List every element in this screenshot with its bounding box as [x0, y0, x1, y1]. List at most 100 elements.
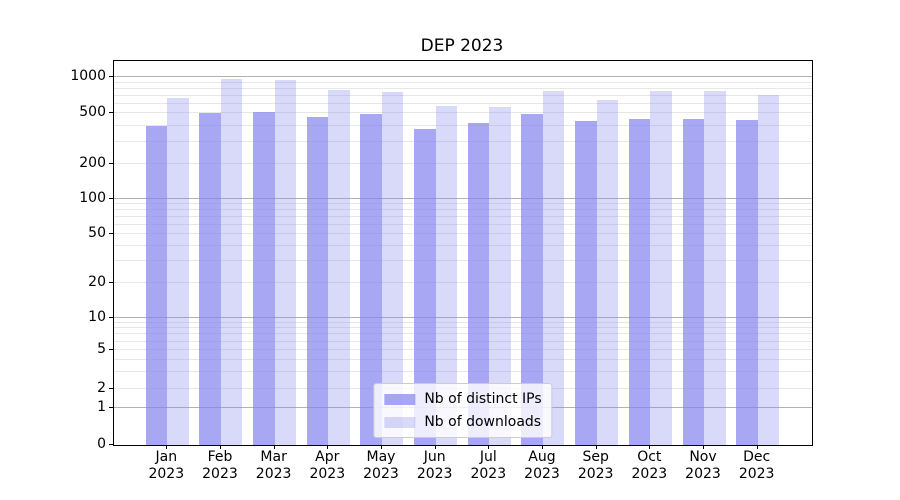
y-tick-mark: [109, 349, 113, 351]
y-tick-label: 2: [97, 379, 106, 396]
x-tick-label-dec: Dec 2023: [738, 449, 775, 482]
x-tick-label-jul: Jul 2023: [470, 449, 507, 482]
y-tick-mark: [109, 387, 113, 389]
y-tick-mark: [109, 406, 113, 408]
y-tick-label: 200: [79, 155, 106, 172]
legend-label-distinct-ips: Nb of distinct IPs: [424, 391, 542, 407]
legend-item-downloads: Nb of downloads: [384, 414, 541, 430]
minor-gridline: [114, 163, 812, 165]
x-tick-mark: [703, 445, 704, 449]
x-tick-mark: [380, 445, 382, 449]
y-tick-mark: [109, 316, 113, 318]
major-gridline: [114, 197, 812, 199]
bar-downloads-4: [328, 90, 350, 445]
bar-downloads-3: [274, 80, 297, 445]
legend-swatch-distinct-ips: [384, 393, 416, 405]
minor-gridline: [114, 260, 812, 262]
bar-distinct-ips-9: [575, 121, 597, 445]
x-tick-label-mar: Mar 2023: [255, 449, 292, 482]
minor-gridline: [114, 203, 812, 205]
minor-gridline: [114, 223, 812, 225]
plot-area: Nb of distinct IPs Nb of downloads: [113, 60, 813, 446]
bar-distinct-ips-8: [521, 113, 543, 445]
bar-distinct-ips-11: [682, 119, 704, 445]
bar-distinct-ips-4: [306, 117, 329, 445]
bar-downloads-5: [381, 91, 404, 445]
x-tick-label-oct: Oct 2023: [631, 449, 668, 482]
minor-gridline: [114, 370, 812, 372]
x-tick-mark: [434, 445, 436, 449]
x-tick-mark: [595, 445, 597, 449]
bar-downloads-12: [757, 94, 780, 445]
y-tick-label: 0: [97, 436, 106, 452]
x-tick-label-sep: Sep 2023: [577, 449, 614, 482]
y-tick-label: 20: [88, 273, 106, 290]
minor-gridline: [114, 333, 812, 335]
x-tick-label-nov: Nov 2023: [685, 449, 721, 482]
x-tick-mark: [219, 445, 221, 449]
bar-distinct-ips-5: [360, 113, 382, 445]
bar-downloads-9: [596, 99, 619, 445]
chart-title: DEP 2023: [420, 36, 504, 56]
y-tick-mark: [109, 233, 113, 235]
minor-gridline: [114, 81, 812, 83]
x-tick-label-may: May 2023: [363, 449, 399, 482]
legend-swatch-downloads: [384, 416, 416, 428]
minor-gridline: [114, 102, 812, 104]
bar-downloads-6: [435, 105, 458, 445]
minor-gridline: [114, 340, 812, 342]
x-tick-label-jan: Jan 2023: [148, 449, 185, 482]
x-tick-mark: [166, 445, 168, 449]
minor-gridline: [114, 282, 812, 283]
bar-downloads-8: [542, 90, 565, 445]
y-tick-label: 1: [97, 398, 106, 415]
minor-gridline: [114, 209, 812, 211]
y-tick-mark: [109, 163, 113, 165]
minor-gridline: [114, 124, 812, 126]
minor-gridline: [114, 358, 812, 360]
legend-item-distinct-ips: Nb of distinct IPs: [384, 391, 542, 407]
minor-gridline: [114, 321, 812, 323]
bar-downloads-7: [489, 106, 511, 445]
minor-gridline: [114, 112, 812, 114]
x-tick-mark: [756, 445, 758, 449]
y-tick-label: 1000: [70, 68, 106, 84]
bar-distinct-ips-3: [253, 112, 275, 445]
minor-gridline: [114, 140, 812, 142]
bar-distinct-ips-2: [199, 113, 221, 445]
y-tick-mark: [109, 76, 113, 77]
major-gridline: [114, 76, 812, 78]
x-tick-mark: [541, 445, 543, 449]
y-tick-label: 500: [79, 104, 106, 121]
bar-downloads-11: [704, 91, 726, 445]
y-tick-mark: [109, 444, 113, 445]
y-tick-mark: [109, 281, 113, 283]
x-tick-label-apr: Apr 2023: [309, 449, 346, 482]
y-tick-label: 10: [88, 308, 106, 325]
x-tick-label-feb: Feb 2023: [202, 449, 238, 482]
y-tick-mark: [109, 197, 113, 199]
x-tick-mark: [327, 445, 329, 449]
x-tick-mark: [273, 445, 275, 449]
minor-gridline: [114, 233, 812, 235]
minor-gridline: [114, 245, 812, 247]
x-tick-label-jun: Jun 2023: [416, 449, 453, 482]
legend-label-downloads: Nb of downloads: [424, 414, 542, 430]
legend: Nb of distinct IPs Nb of downloads: [373, 383, 553, 438]
minor-gridline: [114, 94, 812, 96]
minor-gridline: [114, 216, 812, 218]
y-tick-label: 50: [88, 225, 106, 242]
x-tick-mark: [488, 445, 490, 449]
bar-downloads-1: [167, 97, 189, 445]
x-tick-label-aug: Aug 2023: [524, 449, 560, 482]
bar-downloads-2: [220, 79, 243, 445]
bar-distinct-ips-10: [628, 119, 651, 445]
bar-distinct-ips-1: [145, 125, 168, 445]
minor-gridline: [114, 327, 812, 329]
y-tick-mark: [109, 112, 113, 114]
y-tick-label: 100: [79, 189, 106, 206]
bar-distinct-ips-6: [414, 128, 436, 445]
minor-gridline: [114, 349, 812, 351]
x-tick-mark: [649, 445, 651, 449]
